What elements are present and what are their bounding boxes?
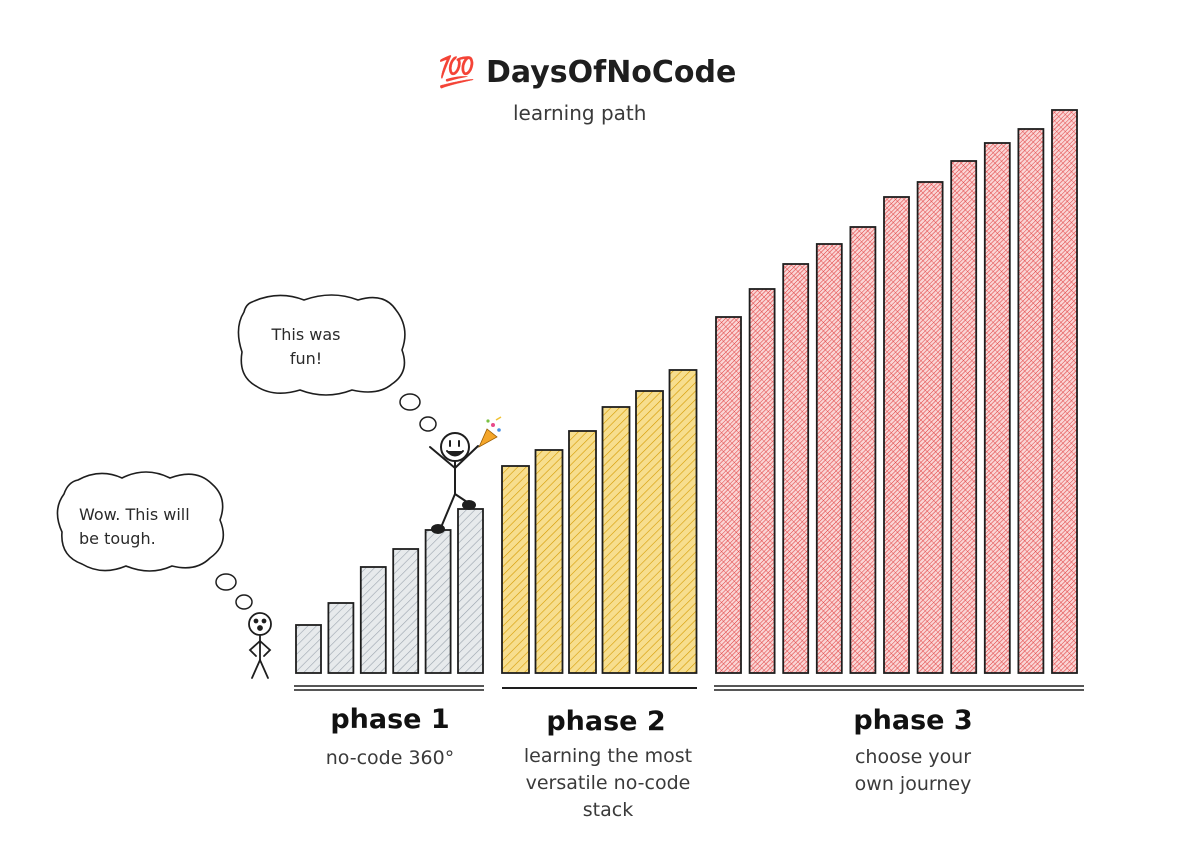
phase-3-bar <box>815 243 843 674</box>
bubble-dot <box>399 393 421 411</box>
party-popper-icon <box>478 416 502 448</box>
bars-layer <box>295 109 1078 674</box>
bubble-top-line-2: fun! <box>290 349 322 368</box>
phase-3-bar <box>983 142 1011 674</box>
thought-bubble-left: Wow. This will be tough. <box>56 471 253 610</box>
phase-3-bar <box>950 160 978 674</box>
phase-3-label: phase 3 choose your own journey <box>853 705 972 795</box>
phase-3-title: phase 3 <box>853 705 972 736</box>
phase-2-line-1: learning the most <box>524 745 692 767</box>
phase-3-bar <box>1017 128 1045 674</box>
phase-2-label: phase 2 learning the most versatile no-c… <box>524 706 692 821</box>
phase-3-bar <box>782 263 810 674</box>
phase-1-bar <box>295 624 322 674</box>
phase-1-bar <box>327 602 355 674</box>
phase-3-line-2: own journey <box>855 773 972 795</box>
phase-2-bar <box>568 430 597 674</box>
bubble-left-line-1: Wow. This will <box>79 505 190 524</box>
phase-1-label: phase 1 no-code 360° <box>326 704 455 769</box>
phase-1-bar <box>359 566 387 674</box>
bubble-left-line-2: be tough. <box>79 529 156 548</box>
phase-2-line-2: versatile no-code <box>526 772 691 794</box>
bubble-dot <box>419 416 437 432</box>
phase-3-bar <box>849 226 877 674</box>
phase-1-title: phase 1 <box>330 704 449 735</box>
phase-2-bar <box>601 406 631 674</box>
phase-2-title: phase 2 <box>546 706 665 737</box>
bubble-top-line-1: This was <box>270 325 340 344</box>
phase-3-line-1: choose your <box>855 746 971 768</box>
phase-1-bar <box>424 529 452 674</box>
phase-3-bar <box>715 316 742 674</box>
phase-2-bar <box>635 390 664 674</box>
phase-1-bar <box>392 548 420 674</box>
figure-head <box>440 432 470 462</box>
phase-1-bar <box>457 508 484 674</box>
bubble-cloud <box>56 471 225 572</box>
diagram-title: DaysOfNoCode <box>486 55 736 90</box>
hundred-points-icon: 💯 <box>438 54 475 90</box>
phase-3-bar <box>748 288 776 674</box>
phase-baselines <box>294 685 1084 691</box>
phase-3-bar <box>883 196 910 674</box>
bubble-cloud <box>237 294 406 396</box>
thought-bubble-top: This was fun! <box>237 294 437 432</box>
bubble-dot <box>215 573 237 591</box>
bubble-dot <box>235 594 253 610</box>
phase-2-bar <box>501 465 530 674</box>
figure-head <box>248 612 272 636</box>
phase-2-bar <box>668 369 698 674</box>
header: 💯 DaysOfNoCode learning path <box>438 54 736 125</box>
phase-2-bar <box>534 449 564 674</box>
happy-stick-figure <box>429 432 479 534</box>
diagram-subtitle: learning path <box>513 101 646 125</box>
phase-3-bar <box>916 181 944 674</box>
worried-stick-figure <box>248 612 272 679</box>
phase-2-line-3: stack <box>583 799 633 821</box>
phase-1-line-1: no-code 360° <box>326 747 455 769</box>
phase-3-bar <box>1051 109 1078 674</box>
